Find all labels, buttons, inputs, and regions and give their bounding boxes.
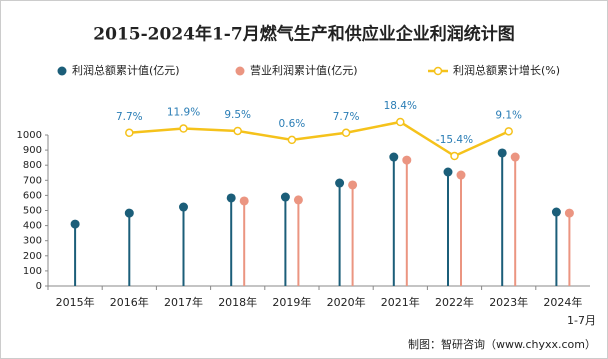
data-label: 9.5% (224, 109, 251, 121)
x-tick-label: 2016年 (110, 295, 149, 309)
x-tick-label: 2020年 (327, 295, 366, 309)
y-tick-label: 600 (23, 190, 42, 201)
lollipop-head (510, 152, 520, 162)
legend-label: 营业利润累计值(亿元) (250, 63, 358, 77)
growth-line (129, 120, 510, 158)
y-tick-label: 300 (23, 236, 42, 247)
legend-marker (433, 66, 443, 76)
lollipop-head (124, 208, 134, 218)
x-tick-label: 2018年 (218, 295, 257, 309)
x-tick-label: 2023年 (489, 295, 528, 309)
y-tick-label: 800 (23, 160, 42, 171)
lollipop-head (226, 193, 236, 203)
chart-title: 2015-2024年1-7月燃气生产和供应业企业利润统计图 (93, 24, 514, 45)
data-label: -15.4% (436, 134, 473, 146)
growth-marker (233, 126, 242, 136)
legend-marker (57, 66, 67, 76)
lollipop-head (70, 219, 80, 229)
x-tick-label: 2019年 (272, 295, 311, 309)
lollipop-head (389, 152, 399, 162)
x-tick-label: 2021年 (381, 295, 420, 309)
data-label: 7.7% (116, 111, 143, 123)
growth-marker (504, 127, 513, 136)
y-tick-label: 700 (23, 175, 42, 186)
x-tick-label: 2022年 (435, 295, 474, 309)
lollipop-head (293, 195, 303, 205)
growth-marker (179, 124, 188, 133)
growth-marker (341, 128, 351, 138)
lollipop-head (280, 192, 290, 202)
lollipop-head (239, 196, 249, 206)
x-tick-label: 2017年 (164, 295, 203, 309)
growth-marker (396, 117, 405, 127)
y-tick-label: 1000 (17, 130, 42, 141)
y-tick-label: 500 (23, 206, 42, 217)
legend-label: 利润总额累计增长(%) (453, 63, 560, 77)
data-label: 9.1% (495, 109, 522, 121)
y-tick-label: 200 (23, 251, 42, 262)
lollipop-head (179, 202, 188, 212)
y-tick-label: 400 (23, 221, 42, 232)
x-tick-label: 2024年 (543, 295, 582, 309)
lollipop-head (564, 208, 574, 218)
lollipop-head (402, 155, 412, 165)
legend-marker (235, 66, 245, 76)
y-tick-label: 100 (23, 266, 42, 277)
x-axis-label: 1-7月 (567, 314, 596, 327)
lollipop-head (497, 148, 507, 158)
y-tick-label: 0 (36, 281, 42, 292)
data-label: 11.9% (167, 107, 200, 119)
lollipop-head (456, 170, 466, 180)
source: 制图：智研咨询（www.chyxx.com） (408, 337, 596, 351)
lollipop-head (551, 207, 561, 217)
x-tick-label: 2015年 (56, 295, 95, 309)
lollipop-head (443, 167, 453, 177)
growth-marker (125, 128, 134, 138)
lollipop-head (348, 180, 358, 190)
legend-label: 利润总额累计值(亿元) (72, 63, 180, 77)
data-label: 18.4% (384, 100, 417, 112)
data-label: 0.6% (279, 118, 306, 130)
y-tick-label: 900 (23, 145, 42, 156)
lollipop-head (335, 178, 345, 188)
growth-marker (450, 151, 459, 161)
growth-marker (287, 135, 297, 145)
data-label: 7.7% (333, 111, 360, 123)
